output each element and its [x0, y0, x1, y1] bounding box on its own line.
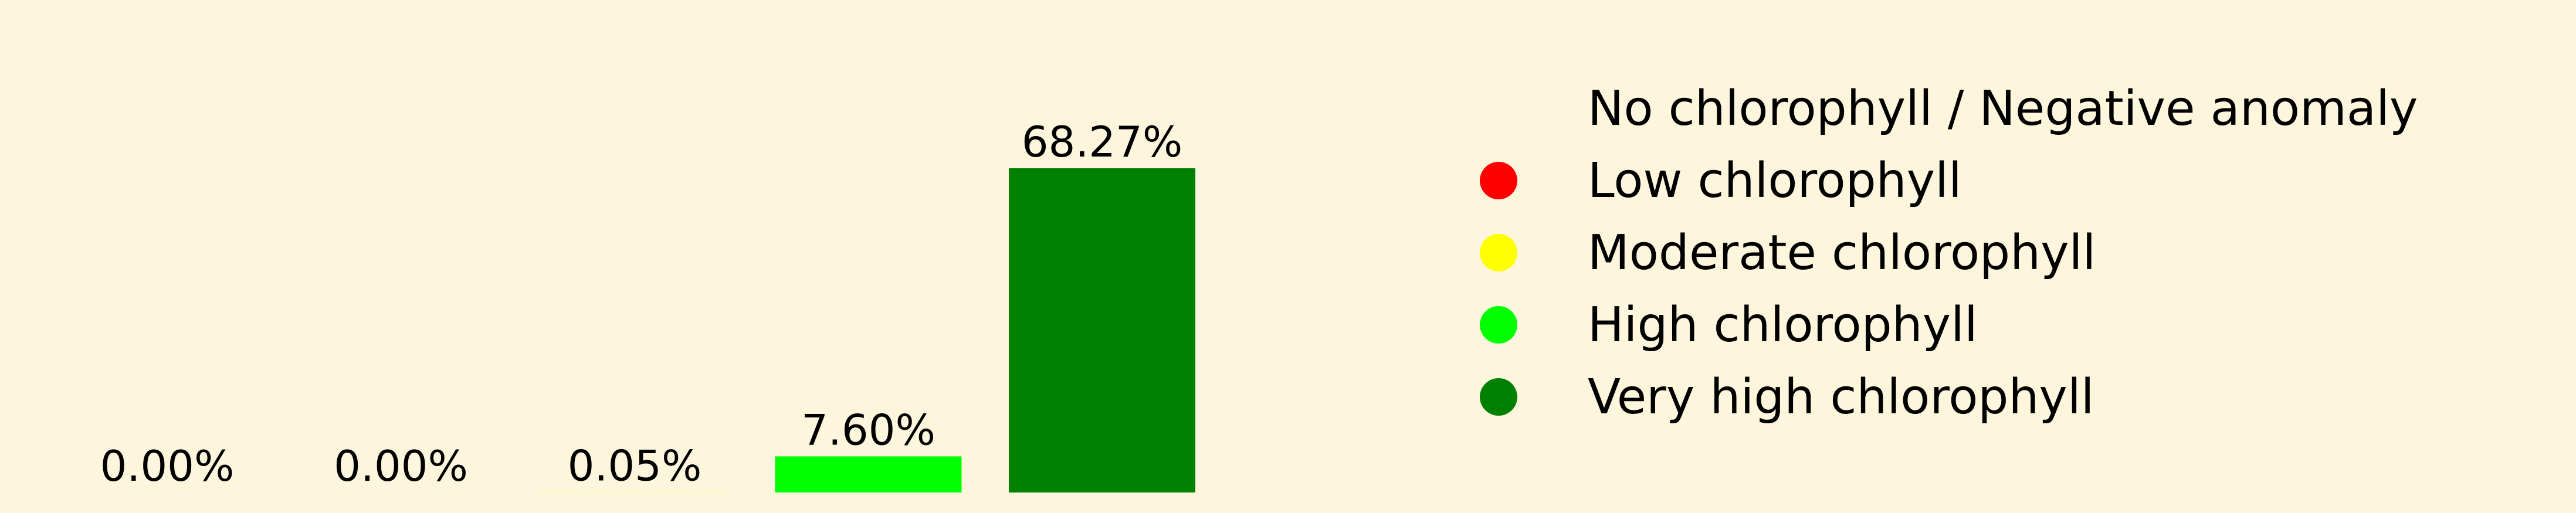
data-label-4: 7.60%	[801, 405, 936, 454]
legend-marker-1	[1480, 90, 1517, 127]
bar-5	[1009, 168, 1195, 492]
bar-4	[775, 456, 962, 492]
data-label-1: 0.00%	[100, 441, 235, 491]
data-label-2: 0.00%	[334, 441, 468, 491]
legend: No chlorophyll / Negative anomaly Low chl…	[1480, 81, 2418, 425]
legend-label-3: Moderate chlorophyll	[1588, 225, 2096, 281]
legend-label-5: Very high chlorophyll	[1588, 369, 2094, 425]
data-label-5: 68.27%	[1022, 117, 1183, 167]
data-label-3: 0.05%	[568, 441, 702, 491]
legend-label-4: High chlorophyll	[1588, 297, 1978, 353]
legend-label-1: No chlorophyll / Negative anomaly	[1588, 81, 2418, 137]
legend-marker-4	[1480, 306, 1517, 344]
legend-label-2: Low chlorophyll	[1588, 153, 1962, 209]
legend-marker-5	[1480, 378, 1517, 416]
legend-marker-2	[1480, 162, 1517, 199]
legend-marker-3	[1480, 234, 1517, 271]
